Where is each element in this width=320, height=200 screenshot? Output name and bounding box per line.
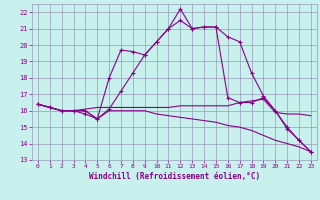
X-axis label: Windchill (Refroidissement éolien,°C): Windchill (Refroidissement éolien,°C)	[89, 172, 260, 181]
